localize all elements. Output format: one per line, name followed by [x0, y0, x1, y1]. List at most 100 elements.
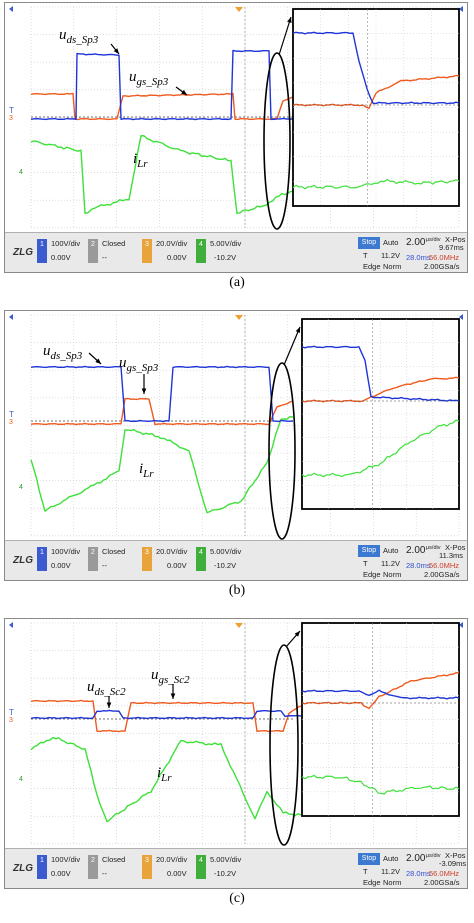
- ch3-scale: 20.0V/div: [156, 547, 188, 556]
- inset-ugs-waveform: [301, 376, 460, 403]
- channel-2-badge[interactable]: 2: [88, 547, 98, 571]
- record-length: 28.0ms: [406, 253, 431, 262]
- zoom-region-ellipse: [268, 362, 296, 540]
- ch2-state: Closed: [102, 547, 126, 556]
- xpos-value: 9.67ms: [439, 243, 464, 252]
- uds-pointer-arrow: [88, 352, 102, 365]
- xpos-label: X-Pos: [445, 543, 466, 552]
- time-div-value: 2.00: [406, 545, 426, 556]
- ch3-scale: 20.0V/div: [156, 239, 188, 248]
- ilr-waveform: [30, 736, 302, 823]
- uds-waveform: [30, 365, 294, 423]
- zoom-inset: [301, 622, 460, 817]
- channel-3-badge[interactable]: 3: [142, 855, 152, 879]
- trigger-marker: T: [9, 106, 14, 115]
- ugs-label: ugs_Sp3: [119, 355, 159, 374]
- uds-pointer-arrow: [110, 43, 120, 55]
- panel-caption: (b): [228, 583, 246, 598]
- trigger-level: 11.2V: [381, 867, 401, 876]
- oscilloscope-screen: T 3 4 uds_Sp3 ugs_Sp3 iLr ZLG 1 2 3 4 100V/div 0.00V…: [4, 310, 468, 581]
- ch2-offset: --: [102, 561, 107, 570]
- trigger-mode: Auto: [383, 854, 399, 863]
- channel-1-badge[interactable]: 1: [37, 239, 47, 263]
- waveform-plot: T3 4 uds_Sp3 ugs_Sp3 iLr: [9, 314, 463, 540]
- zoom-inset: [292, 8, 460, 207]
- brand-logo: ZLG: [13, 247, 33, 258]
- ch3-offset: 0.00V: [167, 253, 187, 262]
- xpos-label: X-Pos: [445, 235, 466, 244]
- uds-label: uds_Sp3: [43, 343, 83, 362]
- ch4-offset: -10.2V: [214, 253, 237, 262]
- ch4-scale: 5.00V/div: [210, 855, 242, 864]
- ilr-label: iLr: [133, 151, 148, 170]
- ch2-state: Closed: [102, 855, 126, 864]
- ch1-scale: 100V/div: [51, 855, 81, 864]
- xpos-label: X-Pos: [445, 851, 466, 860]
- channel-3-badge[interactable]: 3: [142, 547, 152, 571]
- trigger-norm: Norm: [383, 570, 402, 579]
- inset-ilr-waveform: [292, 178, 460, 190]
- scope-panel-2: T 3 4 uds_Sp3 ugs_Sp3 iLr ZLG 1 2 3 4 100V/div 0.00V…: [0, 310, 474, 610]
- ch1-scale: 100V/div: [51, 239, 81, 248]
- ch1-offset: 0.00V: [51, 869, 71, 878]
- ch4-offset: -10.2V: [214, 561, 237, 570]
- trigger-edge: Edge: [363, 878, 381, 887]
- ch3-scale: 20.0V/div: [156, 855, 188, 864]
- uds-pointer-arrow: [106, 696, 112, 708]
- run-stop-button[interactable]: Stop: [358, 545, 380, 557]
- run-stop-button[interactable]: Stop: [358, 853, 380, 865]
- ch4-marker: 4: [19, 169, 23, 176]
- trigger-norm: Norm: [383, 262, 402, 271]
- uds-waveform: [30, 709, 302, 720]
- ugs-waveform: [30, 397, 294, 426]
- uds-label: uds_Sc2: [87, 679, 126, 698]
- ch3-offset: 0.00V: [167, 561, 187, 570]
- oscilloscope-screen: T 3 4 uds_Sp3 ugs_Sp3 iLr ZLG 1 2 3 4 100V/div 0.00V…: [4, 2, 468, 273]
- ilr-waveform: [30, 415, 294, 514]
- trigger-t-label: T: [363, 251, 368, 260]
- ilr-waveform: [30, 135, 294, 215]
- time-div-value: 2.00: [406, 853, 426, 864]
- ugs-waveform: [30, 699, 302, 733]
- xpos-value: -3.09ms: [439, 859, 467, 868]
- channel-4-badge[interactable]: 4: [196, 855, 206, 879]
- zoom-arrow: [285, 630, 301, 648]
- channel-3-badge[interactable]: 3: [142, 239, 152, 263]
- trigger-mode: Auto: [383, 546, 399, 555]
- channel-2-badge[interactable]: 2: [88, 855, 98, 879]
- inset-uds-waveform: [301, 345, 460, 402]
- trigger-edge: Edge: [363, 262, 381, 271]
- scope-status-bar: ZLG 1 2 3 4 100V/div 0.00V Closed -- 20.0V/div 0.0…: [5, 540, 467, 580]
- xpos-value: 11.3ms: [439, 551, 464, 560]
- channel-2-badge[interactable]: 2: [88, 239, 98, 263]
- frequency: 56.0MHz: [429, 561, 460, 570]
- ilr-label: iLr: [157, 765, 172, 784]
- channel-1-badge[interactable]: 1: [37, 855, 47, 879]
- ch3-offset: 0.00V: [167, 869, 187, 878]
- ch2-offset: --: [102, 253, 107, 262]
- frequency: 56.0MHz: [429, 253, 460, 262]
- panel-caption: (c): [229, 891, 245, 906]
- ugs-label: ugs_Sc2: [151, 667, 190, 686]
- inset-ugs-waveform: [292, 74, 460, 110]
- ch4-marker: 4: [19, 776, 23, 783]
- sample-rate: 2.00GSa/s: [424, 570, 460, 579]
- zoom-arrow: [283, 326, 301, 366]
- ugs-pointer-arrow: [141, 374, 147, 394]
- ch3-marker: 3: [9, 115, 13, 122]
- channel-4-badge[interactable]: 4: [196, 547, 206, 571]
- channel-4-badge[interactable]: 4: [196, 239, 206, 263]
- ch3-marker: 3: [9, 419, 13, 426]
- ch4-offset: -10.2V: [214, 869, 237, 878]
- trigger-level: 11.2V: [381, 251, 401, 260]
- trigger-t-label: T: [363, 867, 368, 876]
- ugs-waveform: [30, 92, 294, 121]
- inset-uds-waveform: [292, 31, 460, 105]
- zoom-arrow: [278, 16, 292, 56]
- trigger-mode: Auto: [383, 238, 399, 247]
- time-div-unit: μs/div: [426, 853, 441, 859]
- channel-1-badge[interactable]: 1: [37, 547, 47, 571]
- frequency: 56.0MHz: [429, 869, 460, 878]
- run-stop-button[interactable]: Stop: [358, 237, 380, 249]
- ch1-scale: 100V/div: [51, 547, 81, 556]
